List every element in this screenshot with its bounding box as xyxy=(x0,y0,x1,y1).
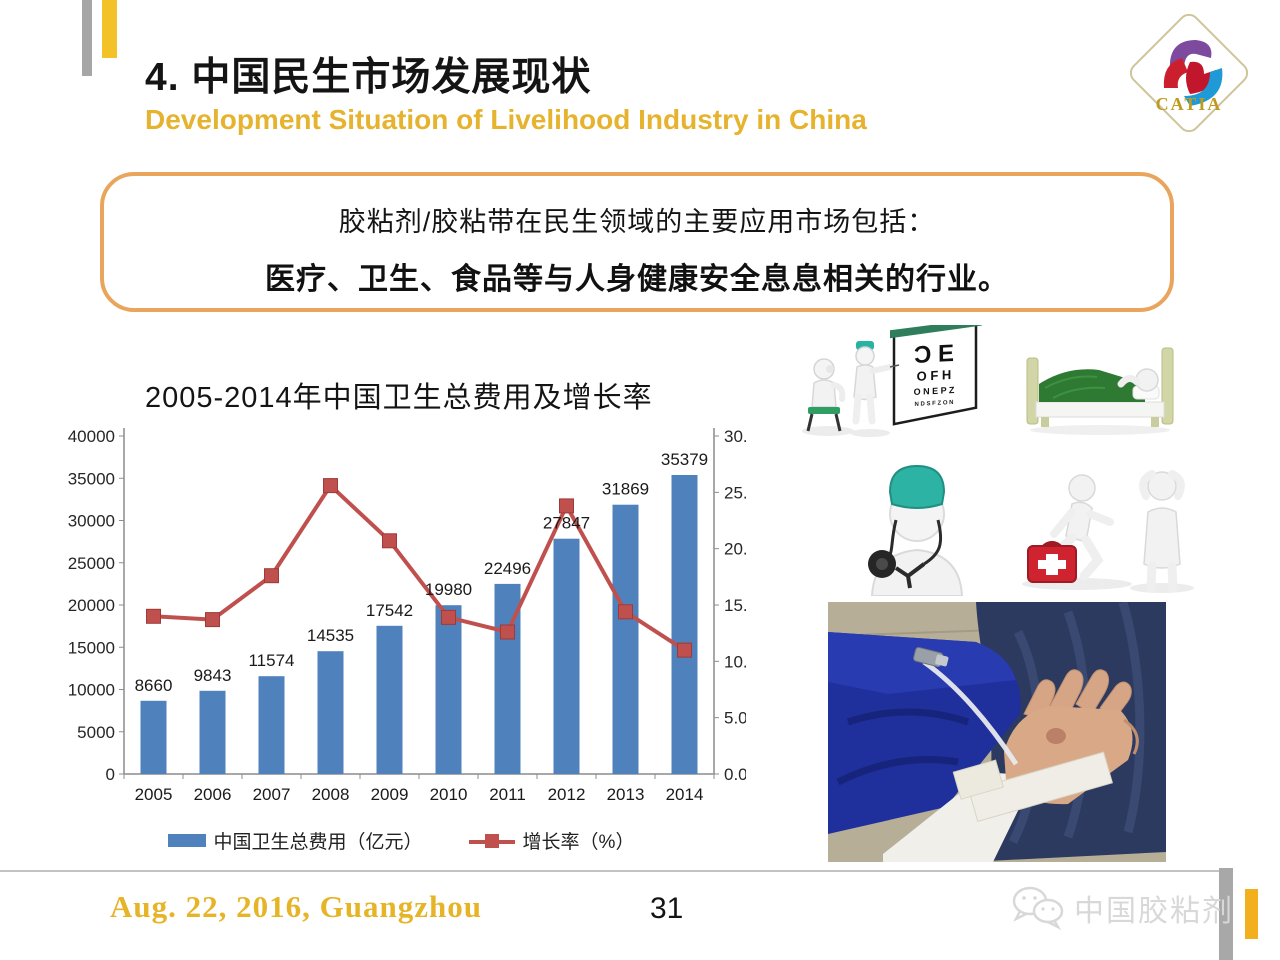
callout-line-2: 医疗、卫生、食品等与人身健康安全息息相关的行业。 xyxy=(265,263,1009,296)
distressed-figure xyxy=(1139,470,1185,593)
svg-text:19980: 19980 xyxy=(425,580,472,599)
svg-text:30000: 30000 xyxy=(68,512,115,531)
catia-logo-blue-swoosh xyxy=(1184,68,1223,106)
svg-text:2008: 2008 xyxy=(312,785,350,804)
first-aid-kit xyxy=(1027,541,1077,583)
legend-item-line: 增长率（%） xyxy=(468,827,635,854)
svg-text:5.00: 5.00 xyxy=(724,709,746,728)
page-title: 4. 中国民生市场发展现状 xyxy=(145,56,592,99)
svg-text:5000: 5000 xyxy=(77,723,115,742)
svg-text:30.00: 30.00 xyxy=(724,427,746,446)
page-subtitle: Development Situation of Livelihood Indu… xyxy=(145,104,867,135)
svg-text:2013: 2013 xyxy=(607,785,645,804)
wechat-watermark-label: 中国胶粘剂 xyxy=(1074,895,1234,928)
stethoscope-tube-right xyxy=(923,519,943,566)
svg-text:25.00: 25.00 xyxy=(724,483,746,502)
catia-logo-red-swoosh xyxy=(1163,58,1188,88)
catia-logo-text: CATIA xyxy=(1156,94,1223,114)
wechat-watermark: 中国胶粘剂 xyxy=(1010,883,1234,933)
svg-text:10000: 10000 xyxy=(68,681,115,700)
chart-title: 2005-2014年中国卫生总费用及增长率 xyxy=(145,382,653,414)
svg-text:2011: 2011 xyxy=(489,785,526,804)
doctor-stethoscope-clipart xyxy=(868,464,964,596)
decorative-gray-bar xyxy=(82,0,92,76)
svg-text:14535: 14535 xyxy=(307,626,354,645)
legend-line-swatch xyxy=(468,833,515,848)
iv-tube xyxy=(922,659,1019,766)
svg-text:2005: 2005 xyxy=(135,785,173,804)
svg-text:17542: 17542 xyxy=(366,601,413,620)
svg-text:20.00: 20.00 xyxy=(724,540,746,559)
svg-text:0: 0 xyxy=(106,765,115,784)
svg-text:11574: 11574 xyxy=(248,651,294,670)
svg-text:2010: 2010 xyxy=(430,785,468,804)
chart-legend: 中国卫生总费用（亿元） 增长率（%） xyxy=(56,827,746,854)
footer-date: Aug. 22, 2016, Guangzhou xyxy=(110,889,482,924)
svg-text:9843: 9843 xyxy=(194,666,232,685)
svg-text:2014: 2014 xyxy=(666,785,704,804)
svg-text:2009: 2009 xyxy=(371,785,409,804)
legend-bar-label: 中国卫生总费用（亿元） xyxy=(213,832,423,853)
legend-bar-swatch xyxy=(167,834,206,847)
svg-text:35379: 35379 xyxy=(661,450,708,469)
svg-text:N D S F Z O N: N D S F Z O N xyxy=(915,400,954,408)
svg-text:8660: 8660 xyxy=(135,676,173,695)
page-number: 31 xyxy=(650,892,684,925)
footer-gray-strip xyxy=(1219,868,1233,960)
iv-connector xyxy=(913,646,949,668)
blanket xyxy=(1039,369,1145,402)
svg-text:27847: 27847 xyxy=(543,514,590,533)
footer-divider xyxy=(0,870,1233,872)
svg-text:O N E P Z: O N E P Z xyxy=(914,385,955,397)
svg-text:15.00: 15.00 xyxy=(724,596,746,615)
patient-figure xyxy=(806,358,846,432)
surgical-cap xyxy=(888,464,946,509)
svg-text:40000: 40000 xyxy=(68,427,115,446)
svg-text:25000: 25000 xyxy=(68,554,115,573)
svg-text:0.00: 0.00 xyxy=(724,765,746,784)
svg-text:2007: 2007 xyxy=(253,785,291,804)
svg-text:2012: 2012 xyxy=(548,785,586,804)
eye-chart: Ɔ E O F H O N E P Z N D S F Z O N xyxy=(890,325,982,426)
patient-in-bed-clipart xyxy=(1026,347,1174,435)
svg-text:15000: 15000 xyxy=(68,638,115,657)
svg-text:O F H: O F H xyxy=(917,367,952,384)
svg-text:Ɔ E: Ɔ E xyxy=(914,340,954,369)
health-expenditure-combo-chart: 0 5000 10000 15000 20000 25000 30000 35000 40000… xyxy=(68,427,746,804)
iv-drip-hand-photo xyxy=(828,602,1166,862)
vision-test-clipart: Ɔ E O F H O N E P Z N D S F Z O N xyxy=(802,325,982,437)
svg-text:20000: 20000 xyxy=(68,596,115,615)
decorative-yellow-bar xyxy=(102,0,117,58)
svg-text:35000: 35000 xyxy=(68,469,115,488)
callout-line-1: 胶粘剂/胶粘带在民生领域的主要应用市场包括： xyxy=(338,207,936,237)
svg-text:31869: 31869 xyxy=(602,480,649,499)
legend-line-label: 增长率（%） xyxy=(522,832,635,853)
doctor-figure xyxy=(852,341,900,425)
svg-text:22496: 22496 xyxy=(484,559,531,578)
first-aid-rescue-clipart xyxy=(1022,470,1194,593)
footer-yellow-bar xyxy=(1245,889,1258,939)
svg-text:2006: 2006 xyxy=(194,785,232,804)
wechat-icon xyxy=(1012,886,1064,930)
legend-item-bar: 中国卫生总费用（亿元） xyxy=(167,827,423,854)
medical-tape xyxy=(952,751,1113,823)
callout-box: 胶粘剂/胶粘带在民生领域的主要应用市场包括： 医疗、卫生、食品等与人身健康安全息… xyxy=(100,172,1174,312)
svg-text:10.00: 10.00 xyxy=(724,652,746,671)
catia-logo: CATIA xyxy=(1129,13,1249,133)
